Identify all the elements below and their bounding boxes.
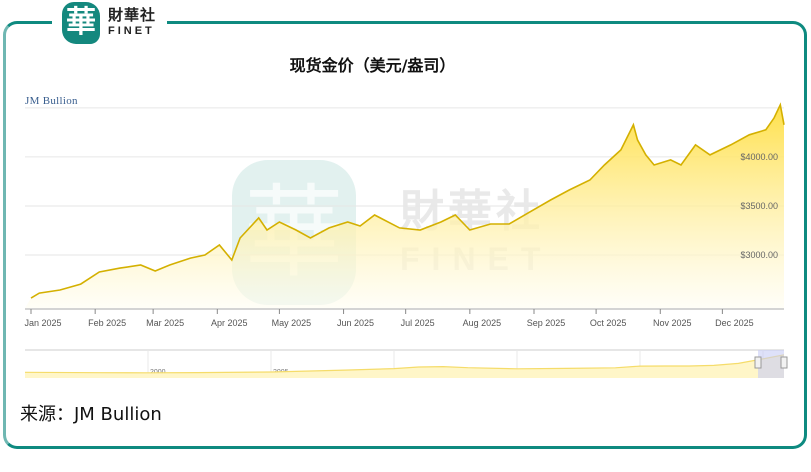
logo-text-cn: 財華社	[108, 7, 157, 24]
navigator-handle[interactable]	[754, 356, 762, 369]
x-tick-label: Aug 2025	[463, 318, 502, 328]
navigator-selection[interactable]	[758, 350, 784, 378]
price-line	[30, 102, 785, 299]
x-tick-label: Feb 2025	[88, 318, 126, 328]
x-tick-label: Jul 2025	[401, 318, 435, 328]
navigator-line	[24, 354, 785, 374]
navigator[interactable]: 200020052010201520202025	[24, 349, 788, 378]
x-tick-label: Dec 2025	[715, 318, 754, 328]
y-tick-label: $3500.00	[740, 201, 778, 211]
jm-bullion-brand: JM Bullion	[25, 95, 78, 107]
chart-title: 现货金价（美元/盎司）	[289, 56, 456, 75]
x-tick-label: Jan 2025	[24, 318, 61, 328]
x-tick-label: May 2025	[272, 318, 312, 328]
card-frame	[3, 21, 807, 449]
source-note: 来源：JM Bullion	[20, 404, 162, 425]
price-area	[25, 104, 784, 308]
x-tick-label: Nov 2025	[653, 318, 692, 328]
logo-text-en: FINET	[108, 25, 155, 37]
navigator-handle[interactable]	[780, 356, 788, 369]
navigator-area	[25, 354, 784, 378]
x-tick-label: Sep 2025	[527, 318, 566, 328]
finet-logo-icon: 華	[62, 2, 100, 44]
x-tick-label: Oct 2025	[590, 318, 627, 328]
x-tick-label: Mar 2025	[146, 318, 184, 328]
x-tick-label: Jun 2025	[337, 318, 374, 328]
y-tick-label: $4000.00	[740, 152, 778, 162]
y-tick-label: $3000.00	[740, 250, 778, 260]
x-tick-label: Apr 2025	[211, 318, 248, 328]
